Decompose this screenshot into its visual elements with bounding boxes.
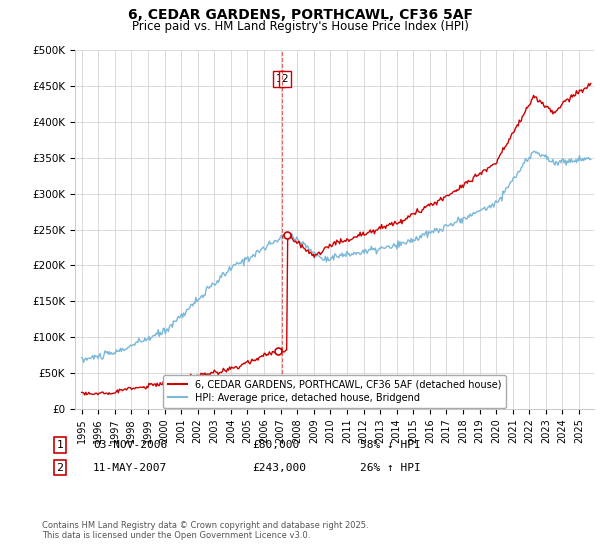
Text: 03-NOV-2006: 03-NOV-2006 (93, 440, 167, 450)
Text: 11-MAY-2007: 11-MAY-2007 (93, 463, 167, 473)
Text: £80,000: £80,000 (252, 440, 299, 450)
Text: 58% ↓ HPI: 58% ↓ HPI (360, 440, 421, 450)
Text: Price paid vs. HM Land Registry's House Price Index (HPI): Price paid vs. HM Land Registry's House … (131, 20, 469, 32)
Text: Contains HM Land Registry data © Crown copyright and database right 2025.
This d: Contains HM Land Registry data © Crown c… (42, 521, 368, 540)
Text: £243,000: £243,000 (252, 463, 306, 473)
Text: 6, CEDAR GARDENS, PORTHCAWL, CF36 5AF: 6, CEDAR GARDENS, PORTHCAWL, CF36 5AF (128, 8, 473, 22)
Text: 1: 1 (56, 440, 64, 450)
Legend: 6, CEDAR GARDENS, PORTHCAWL, CF36 5AF (detached house), HPI: Average price, deta: 6, CEDAR GARDENS, PORTHCAWL, CF36 5AF (d… (163, 375, 506, 408)
Text: 2: 2 (281, 74, 288, 84)
Text: 26% ↑ HPI: 26% ↑ HPI (360, 463, 421, 473)
Text: 1: 1 (275, 74, 282, 84)
Text: 2: 2 (56, 463, 64, 473)
